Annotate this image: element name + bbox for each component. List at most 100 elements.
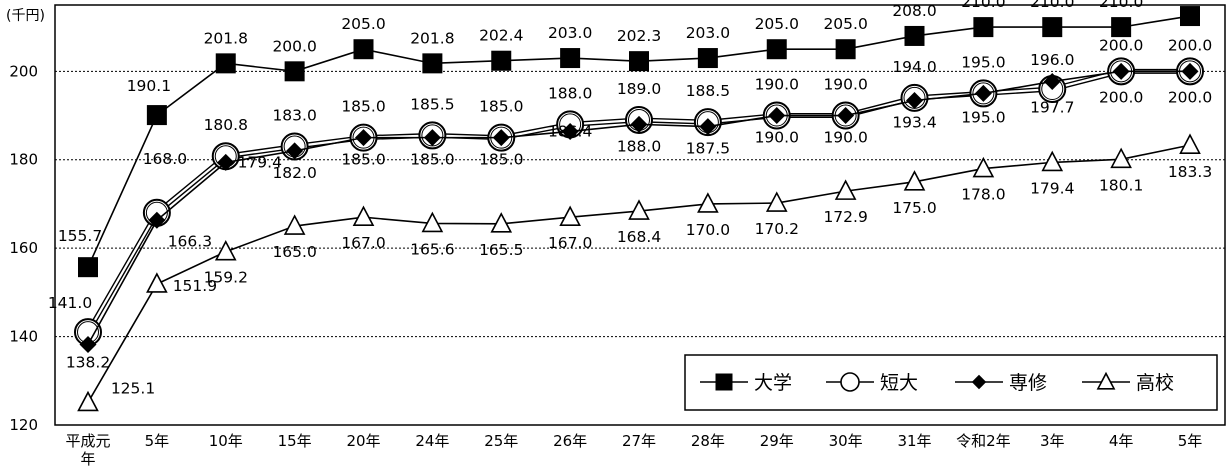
data-point-square [284,61,305,82]
series-0 [78,6,1200,278]
data-label: 203.0 [686,24,730,42]
data-labels: 155.7 190.1 201.8 200.0 205.0 201.8 202.4 203.0… [48,0,1212,397]
x-tick-label: 15年 [278,432,312,450]
legend-item-2: 専修 [955,372,1047,394]
data-label: 202.4 [479,27,523,45]
data-label: 210.0 [1030,0,1074,11]
data-label: 188.5 [686,82,730,100]
x-tick-label: 3年 [1040,432,1065,450]
data-label: 189.0 [617,80,661,98]
x-tick-label: 30年 [829,432,863,450]
series-3 [77,133,1201,412]
x-tick-label: 26年 [553,432,587,450]
data-label: 185.5 [410,95,454,113]
data-point-square [697,48,718,69]
data-label: 190.0 [823,76,867,94]
data-label: 186.4 [548,122,592,140]
data-label: 183.0 [272,106,316,124]
data-point-diamond [1181,62,1199,80]
data-label: 202.3 [617,27,661,45]
data-point-triangle [765,191,788,212]
data-point-diamond [974,84,992,102]
data-point-square [1180,6,1200,27]
data-label: 180.8 [204,116,248,134]
data-label: 170.2 [755,220,799,238]
data-label: 125.1 [111,379,155,397]
data-label: 167.0 [341,234,385,252]
y-axis-ticks: 120 140 160 180 200 [9,62,38,434]
data-point-triangle [1096,371,1116,390]
data-label: 190.0 [823,129,867,147]
data-point-triangle [214,239,237,261]
x-tick-label: 4年 [1109,432,1134,450]
data-point-diamond [561,122,579,140]
x-tick-label: 28年 [691,432,725,450]
data-point-diamond [423,129,441,147]
x-tick-label: 29年 [760,432,794,450]
data-label: 200.0 [1168,36,1212,54]
legend-item-0: 大学 [700,372,792,394]
data-point-diamond [837,107,855,125]
data-label: 208.0 [892,2,936,20]
data-label: 185.0 [479,98,523,116]
data-label: 182.0 [272,164,316,182]
data-label: 210.0 [961,0,1005,11]
data-point-diamond [286,142,304,160]
data-point-triangle [972,156,995,178]
data-point-diamond [699,118,717,136]
data-point-triangle [490,212,513,233]
data-label: 185.0 [410,151,454,169]
data-label: 155.7 [58,227,102,245]
data-point-triangle [352,205,375,227]
data-label: 179.4 [238,153,282,171]
x-tick-label: 5年 [145,432,170,450]
data-point-square [353,39,374,60]
data-point-triangle [834,179,857,200]
data-point-triangle [283,214,306,235]
y-tick-label: 200 [9,62,38,80]
data-point-square [560,48,581,69]
data-label: 168.0 [143,150,187,168]
x-axis-ticks: 平成元年 5年 10年 15年 20年 24年 25年 26年 27年 28年 29年 30年 31年 令… [65,432,1202,468]
data-label: 201.8 [204,29,248,47]
data-point-square [422,53,443,74]
legend-label: 短大 [880,372,918,394]
data-point-triangle [1041,150,1064,172]
data-label: 205.0 [755,15,799,33]
data-label: 190.1 [127,77,171,95]
data-label: 180.1 [1099,176,1143,194]
x-tick-label: 平成元年 [65,432,110,468]
data-point-square [973,17,994,38]
data-point-triangle [1110,147,1132,169]
x-tick-label: 20年 [346,432,380,450]
data-point-triangle [1179,133,1201,154]
data-point-triangle [146,272,168,293]
data-label: 168.4 [617,228,661,246]
data-label: 197.7 [1030,98,1074,116]
data-label: 185.0 [479,151,523,169]
data-label: 200.0 [1099,88,1143,106]
data-point-triangle [628,199,650,220]
data-point-triangle [903,170,926,191]
data-point-triangle [697,192,719,213]
y-tick-label: 180 [9,151,38,169]
data-label: 205.0 [823,15,867,33]
data-label: 200.0 [1099,36,1143,54]
data-label: 178.0 [961,186,1005,204]
x-tick-label: 27年 [622,432,656,450]
data-point-square [715,373,733,391]
series-lines [74,6,1204,412]
data-label: 195.0 [961,53,1005,71]
y-axis-unit-label: (千円) [6,8,45,24]
y-tick-label: 140 [9,328,38,346]
data-point-diamond [79,336,97,354]
legend-label: 大学 [754,372,792,394]
data-label: 210.0 [1099,0,1143,11]
data-point-circle [74,318,102,347]
data-label: 200.0 [1168,88,1212,106]
data-label: 175.0 [892,199,936,217]
legend-item-1: 短大 [826,372,918,394]
data-label: 183.3 [1168,163,1212,181]
data-label: 188.0 [548,84,592,102]
